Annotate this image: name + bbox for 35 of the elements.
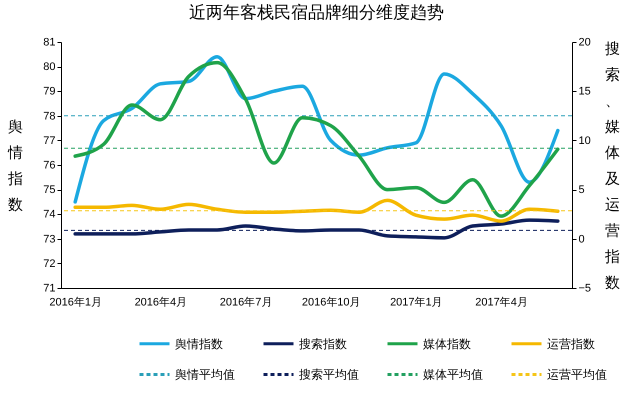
x-tick-label: 2017年4月	[475, 296, 528, 308]
chart-title: 近两年客栈民宿品牌细分维度趋势	[189, 3, 444, 22]
x-tick-label: 2016年7月	[220, 296, 272, 308]
y2-tick-label: 15	[578, 86, 591, 98]
legend-label: 运营平均值	[547, 368, 607, 382]
y2-tick-label: 20	[578, 36, 591, 48]
line-series	[73, 198, 560, 223]
y2-tick-label: 10	[578, 134, 591, 147]
y2-tick-label: 0	[578, 233, 585, 246]
legend-label: 媒体平均值	[423, 368, 483, 382]
y-tick-label: 73	[43, 233, 56, 246]
y-tick-label: 71	[43, 282, 56, 294]
y-tick-label: 78	[43, 110, 56, 122]
text: 搜索、媒体及运营指数	[605, 40, 620, 292]
y-tick-label: 81	[43, 36, 56, 48]
legend-label: 舆情指数	[175, 336, 223, 351]
y2-tick-label: 5	[578, 184, 585, 196]
legend-label: 运营指数	[547, 336, 595, 351]
legend-label: 搜索平均值	[299, 368, 359, 382]
x-tick-label: 2016年10月	[302, 296, 361, 308]
x-tick-label: 2016年4月	[134, 296, 188, 308]
y-tick-label: 76	[43, 160, 56, 172]
y-tick-label: 79	[43, 86, 56, 98]
x-tick-label: 2017年1月	[390, 296, 443, 308]
y-tick-label: 77	[43, 134, 56, 147]
y-tick-label: 72	[43, 258, 56, 270]
y-tick-label: 75	[43, 184, 56, 196]
y-tick-label: 74	[43, 208, 56, 221]
x-tick-label: 2016年1月	[49, 296, 102, 308]
legend-label: 搜索指数	[299, 336, 347, 351]
legend-label: 舆情平均值	[175, 368, 235, 382]
y-axis-title: 舆情指数	[7, 118, 23, 214]
legend-label: 媒体指数	[423, 336, 471, 351]
y2-tick-label: −5	[578, 282, 592, 294]
y-tick-label: 80	[43, 61, 56, 74]
